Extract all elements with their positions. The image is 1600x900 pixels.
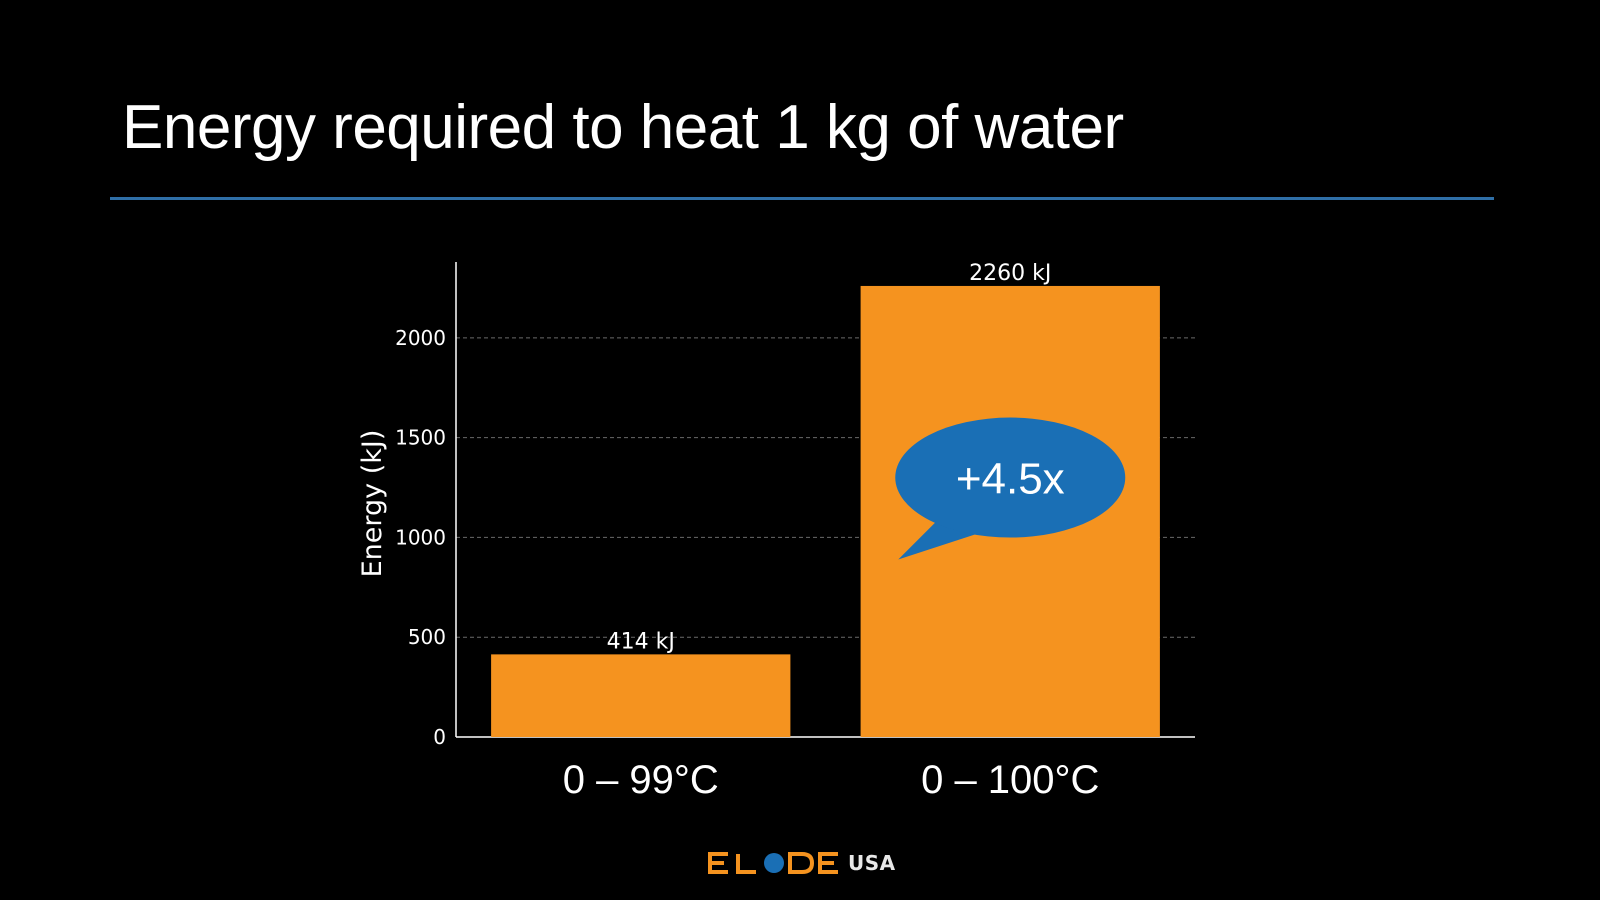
y-tick-label: 2000 — [395, 326, 446, 350]
footer-logo: USA — [706, 848, 896, 878]
y-tick-label: 500 — [408, 625, 446, 649]
bar-data-label: 2260 kJ — [969, 261, 1051, 286]
y-tick-label: 0 — [433, 725, 446, 749]
energy-bar-chart: 0 500 1000 1500 2000 Energy (kJ) 414 kJ 0 – 99°… — [357, 261, 1195, 802]
x-tick-label: 0 – 99°C — [563, 758, 719, 802]
x-tick-label: 0 – 100°C — [921, 758, 1099, 802]
logo-usa-text: USA — [848, 851, 896, 875]
y-axis-label: Energy (kJ) — [357, 430, 388, 578]
slide-title: Energy required to heat 1 kg of water — [122, 93, 1124, 162]
y-tick-label: 1000 — [395, 525, 446, 549]
bar — [491, 654, 791, 737]
annotation-text: +4.5x — [956, 455, 1065, 504]
y-tick-label: 1500 — [395, 426, 446, 450]
title-divider — [110, 197, 1494, 200]
bar-data-label: 414 kJ — [607, 629, 675, 654]
elode-logo-icon — [708, 852, 838, 874]
speech-bubble — [895, 417, 1126, 538]
